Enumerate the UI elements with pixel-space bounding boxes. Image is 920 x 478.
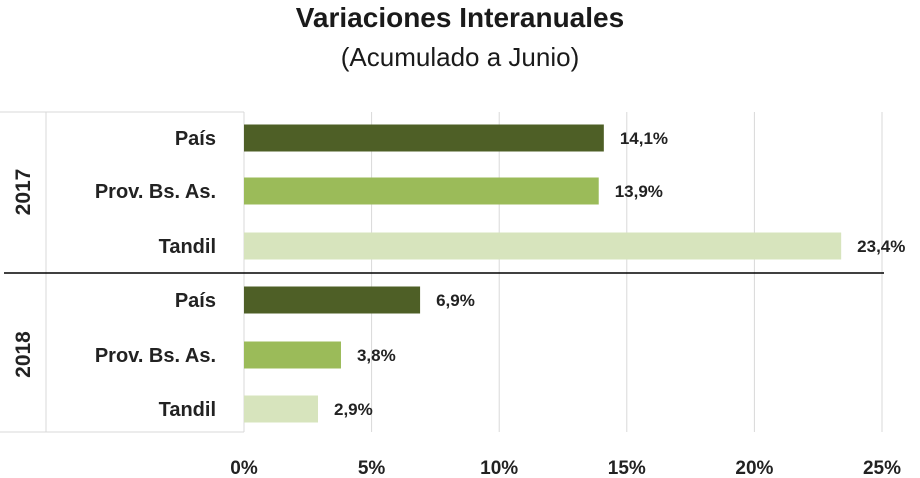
x-tick-label: 20% [735,458,773,478]
category-label: País [175,128,216,150]
bars: 14,1% 13,9% 23,4% 6,9% 3,8% 2,9% [244,124,905,423]
category-label: Prov. Bs. As. [95,345,216,367]
group-label: 2017 [12,169,35,216]
gridlines [243,112,883,432]
bar [244,286,421,314]
x-tick-label: 5% [358,458,386,478]
chart-subtitle: (Acumulado a Junio) [340,42,580,72]
x-axis-ticks: 0% 5% 10% 15% 20% 25% [230,458,901,478]
category-label: País [175,290,216,312]
x-tick-label: 15% [608,458,646,478]
bar [244,124,604,152]
data-label: 13,9% [615,182,663,201]
chart-title: Variaciones Interanuales [295,2,625,33]
category-label: Tandil [159,236,216,258]
x-tick-label: 0% [230,458,258,478]
group-label: 2018 [12,331,35,378]
category-label: Prov. Bs. As. [95,181,216,203]
data-label: 6,9% [436,291,475,310]
bar [244,395,319,423]
bar [244,177,599,205]
category-labels: 2017 País Prov. Bs. As. Tandil 2018 País Prov.… [12,128,216,421]
group-frame [0,111,884,433]
x-tick-label: 25% [863,458,901,478]
data-label: 14,1% [620,129,668,148]
bar [244,232,842,260]
data-label: 2,9% [334,400,373,419]
category-label: Tandil [159,399,216,421]
bar [244,341,341,369]
x-tick-label: 10% [480,458,518,478]
data-label: 3,8% [357,346,396,365]
data-label: 23,4% [857,237,905,256]
